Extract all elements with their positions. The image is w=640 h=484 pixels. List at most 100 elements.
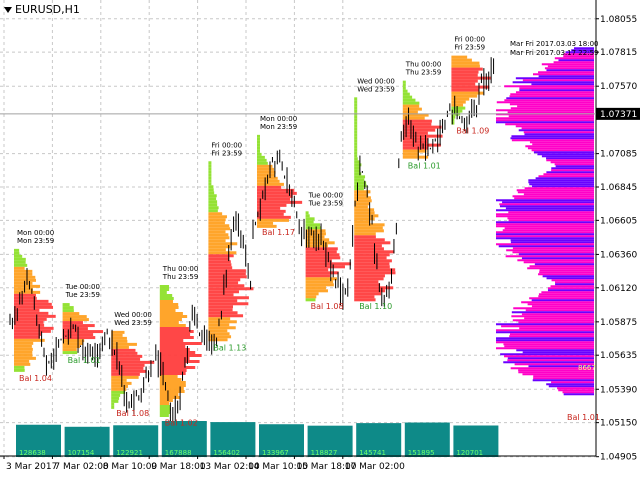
composite-profile-row: [517, 191, 594, 194]
profile-row: [354, 217, 375, 221]
session-start-label: Wed 00:00: [114, 311, 152, 319]
profile-row: [14, 311, 49, 315]
profile-row: [14, 350, 33, 354]
profile-row: [451, 67, 483, 71]
profile-row: [14, 329, 51, 333]
profile-row: [208, 275, 247, 279]
profile-row: [159, 372, 186, 375]
profile-row: [354, 199, 372, 203]
profile-row: [354, 274, 385, 278]
profile-row: [354, 127, 358, 131]
profile-row: [14, 263, 28, 267]
profile-row: [111, 351, 138, 355]
composite-profile-row: [546, 383, 594, 386]
dropdown-triangle-icon[interactable]: [4, 6, 12, 13]
profile-row: [14, 275, 36, 279]
profile-row: [111, 369, 147, 373]
profile-row: [305, 241, 335, 245]
x-tick-label: 7 Mar 02:00: [54, 462, 109, 472]
profile-row: [159, 333, 191, 336]
composite-profile-row: [531, 149, 594, 152]
composite-profile-row: [531, 305, 594, 308]
composite-profile-row: [543, 173, 594, 176]
composite-profile-row: [558, 389, 594, 392]
profile-row: [305, 220, 314, 224]
profile-row: [451, 88, 479, 92]
profile-row: [354, 202, 370, 206]
composite-profile-row: [527, 147, 594, 150]
profile-row: [354, 244, 382, 248]
composite-profile-row: [518, 371, 594, 374]
composite-profile-row: [500, 353, 594, 356]
y-tick-label: 1.06360: [600, 250, 637, 260]
composite-profile-row: [522, 373, 594, 376]
composite-profile-row: [510, 93, 594, 96]
profile-row: [208, 311, 238, 315]
profile-row: [208, 299, 238, 303]
composite-profile-row: [496, 101, 594, 104]
chart-title[interactable]: EURUSD,H1: [4, 3, 80, 16]
profile-row: [354, 130, 358, 134]
profile-row: [305, 244, 328, 248]
profile-row: [14, 305, 54, 309]
profile-row: [451, 103, 464, 107]
composite-profile-row: [496, 243, 594, 246]
composite-profile-row: [513, 307, 594, 310]
profile-row: [257, 194, 293, 198]
composite-profile-row: [496, 209, 594, 212]
profile-row: [159, 378, 182, 381]
profile-row: [354, 208, 375, 212]
composite-profile-row: [532, 143, 594, 146]
composite-profile-row: [517, 259, 594, 262]
profile-row: [159, 288, 170, 291]
session-balance-label: Bal 1.08: [116, 409, 149, 418]
profile-row: [111, 393, 121, 397]
profile-row: [451, 118, 455, 122]
profile-row: [208, 257, 230, 261]
profile-row: [14, 365, 25, 369]
composite-profile-row: [509, 103, 594, 106]
composite-profile-row: [529, 183, 594, 186]
profile-row: [305, 280, 334, 284]
profile-row: [354, 157, 358, 161]
composite-end-label: Mar Fri 2017.03.17 22:59: [510, 49, 598, 57]
composite-profile-row: [519, 327, 594, 330]
profile-row: [257, 143, 260, 147]
profile-row: [14, 338, 45, 342]
profile-row: [208, 179, 212, 183]
profile-row: [354, 259, 392, 263]
profile-row: [354, 295, 375, 299]
profile-row: [402, 113, 429, 117]
composite-profile-row: [518, 369, 594, 372]
profile-row: [14, 344, 32, 348]
profile-row: [354, 178, 365, 182]
composite-profile-row: [548, 385, 594, 388]
profile-row: [111, 375, 139, 379]
composite-profile-row: [496, 199, 594, 202]
composite-profile-row: [505, 123, 594, 126]
session-balance-label: Bal 1.04: [19, 374, 52, 383]
profile-row: [14, 290, 41, 294]
profile-row: [159, 300, 174, 303]
x-tick-label: 3 Mar 2017: [6, 462, 57, 472]
profile-row: [354, 229, 384, 233]
price-candles: [9, 57, 495, 426]
composite-profile-row: [538, 295, 594, 298]
composite-profile-row: [515, 91, 594, 94]
profile-row: [159, 297, 174, 300]
composite-profile-row: [496, 121, 594, 124]
composite-profile-row: [541, 155, 594, 158]
profile-row: [208, 188, 214, 192]
profile-row: [159, 315, 188, 318]
profile-row: [354, 106, 358, 110]
profile-row: [111, 384, 128, 388]
volume-bar: [356, 423, 402, 457]
composite-profile-row: [546, 157, 594, 160]
profile-row: [354, 211, 375, 215]
profile-row: [62, 324, 95, 328]
composite-profile-row: [507, 359, 594, 362]
session-start-label: Tue 00:00: [65, 283, 100, 291]
profile-row: [62, 342, 83, 346]
